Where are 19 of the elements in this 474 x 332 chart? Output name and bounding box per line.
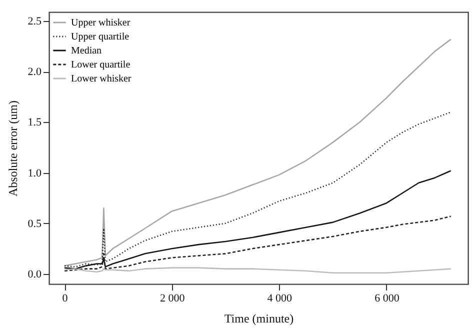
legend-label: Median — [71, 46, 102, 56]
x-axis-title: Time (minute) — [224, 312, 294, 326]
y-tick-label: 2.5 — [28, 16, 42, 28]
line-series — [64, 111, 452, 268]
legend-label: Lower whisker — [71, 74, 132, 84]
y-tick-label: 0.5 — [28, 218, 42, 230]
legend-label: Upper quartile — [71, 32, 130, 42]
y-tick-label: 0.0 — [28, 268, 42, 280]
y-axis-title: Absolute error (um) — [6, 100, 20, 196]
line-series — [64, 170, 452, 270]
x-tick-label: 2 000 — [160, 292, 186, 304]
y-tick-label: 2.0 — [28, 66, 42, 78]
legend-label: Lower quartile — [71, 60, 131, 70]
y-tick-label: 1.5 — [28, 116, 42, 129]
x-tick-label: 0 — [62, 292, 68, 304]
legend-label: Upper whisker — [71, 18, 131, 28]
x-tick-label: 4 000 — [267, 292, 293, 304]
x-tick-label: 6 000 — [374, 292, 400, 304]
y-tick-label: 1.0 — [28, 167, 42, 180]
